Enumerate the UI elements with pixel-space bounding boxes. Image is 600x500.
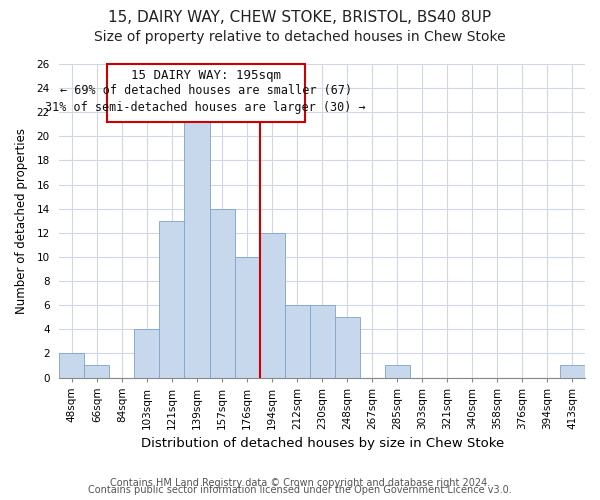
Bar [85,366,109,378]
X-axis label: Distribution of detached houses by size in Chew Stoke: Distribution of detached houses by size … [140,437,504,450]
Bar [284,305,310,378]
Bar [209,208,235,378]
Text: Contains HM Land Registry data © Crown copyright and database right 2024.: Contains HM Land Registry data © Crown c… [110,478,490,488]
Bar [335,317,360,378]
Bar [235,257,260,378]
Bar [184,112,209,378]
Bar [260,233,284,378]
Y-axis label: Number of detached properties: Number of detached properties [15,128,28,314]
Bar [385,366,410,378]
Text: ← 69% of detached houses are smaller (67): ← 69% of detached houses are smaller (67… [59,84,352,98]
FancyBboxPatch shape [107,64,305,122]
Text: 15 DAIRY WAY: 195sqm: 15 DAIRY WAY: 195sqm [131,69,281,82]
Bar [560,366,585,378]
Text: Size of property relative to detached houses in Chew Stoke: Size of property relative to detached ho… [94,30,506,44]
Bar [160,221,184,378]
Bar [310,305,335,378]
Text: Contains public sector information licensed under the Open Government Licence v3: Contains public sector information licen… [88,485,512,495]
Text: 15, DAIRY WAY, CHEW STOKE, BRISTOL, BS40 8UP: 15, DAIRY WAY, CHEW STOKE, BRISTOL, BS40… [109,10,491,25]
Bar [59,354,85,378]
Text: 31% of semi-detached houses are larger (30) →: 31% of semi-detached houses are larger (… [46,102,366,114]
Bar [134,330,160,378]
